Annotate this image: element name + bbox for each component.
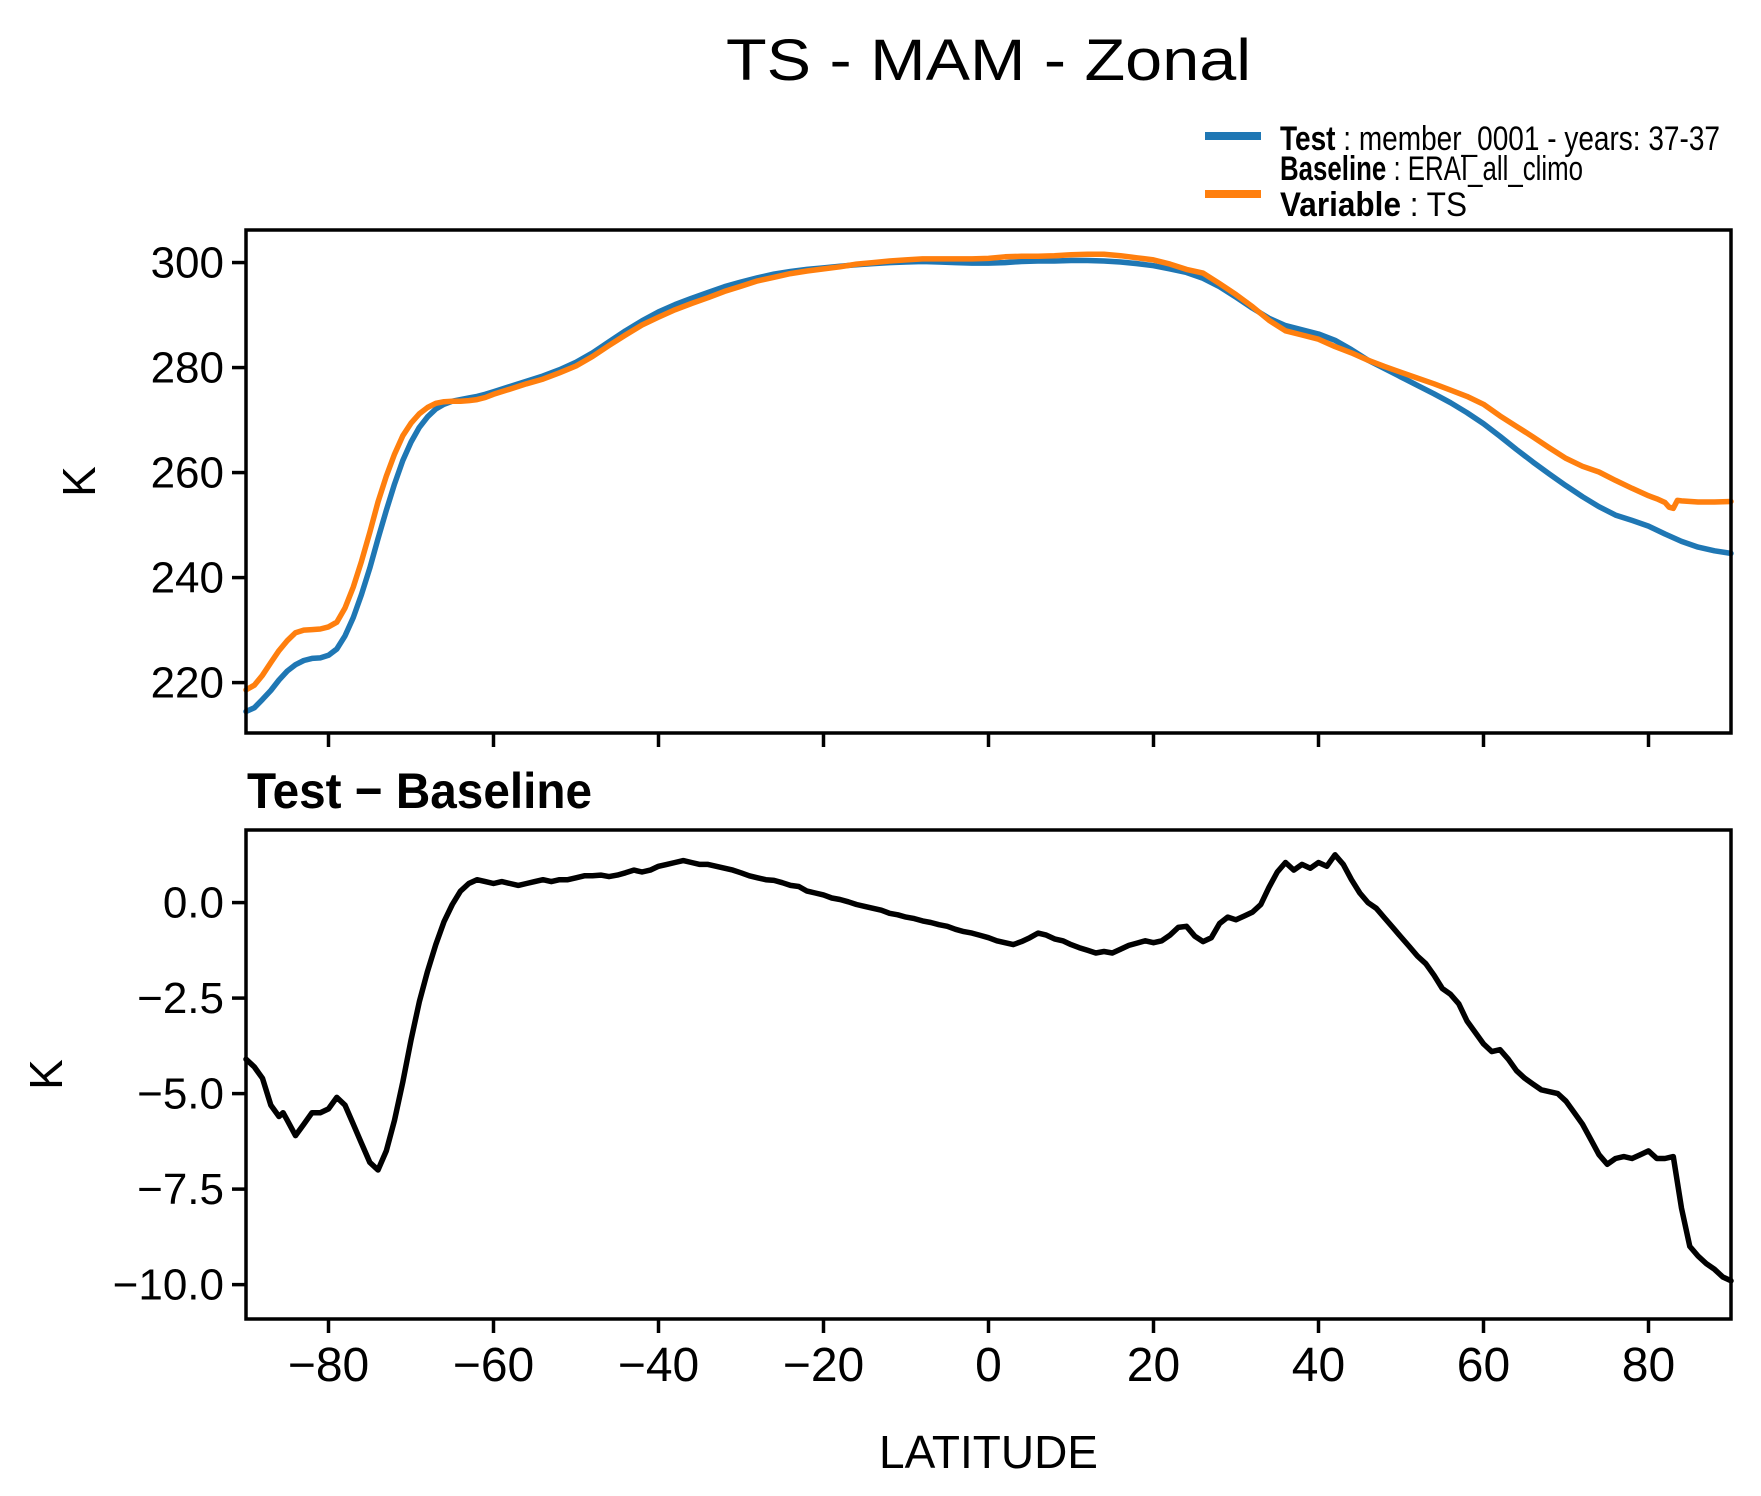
y-tick-label: 260: [151, 449, 224, 498]
legend-term: Variable: [1280, 186, 1401, 224]
y-tick-label: −5.0: [137, 1070, 224, 1119]
zonal-mean-ylabel: K: [53, 466, 105, 497]
legend-entry-variable: Variable : TS: [1280, 186, 1467, 224]
zonal-mean-series-0-line: [243, 257, 1734, 715]
zonal-mean-series-1-line: [243, 251, 1734, 693]
zonal-mean-axes-box: [244, 228, 1733, 735]
difference-axes-box: [244, 828, 1733, 1321]
y-tick-label: 220: [151, 659, 224, 708]
difference-series-0-line: [243, 852, 1734, 1284]
legend-value: : TS: [1401, 186, 1467, 224]
legend-entry-baseline: Baseline : ERAI_all_climo: [1280, 150, 1583, 188]
x-tick-label: 40: [1292, 1339, 1345, 1392]
y-tick-label: 280: [151, 344, 224, 393]
x-tick-label: −40: [618, 1339, 699, 1392]
x-axis-label: LATITUDE: [879, 1426, 1098, 1478]
x-tick-label: 0: [975, 1339, 1002, 1392]
chart-title: TS - MAM - Zonal: [726, 28, 1251, 93]
x-tick-label: −20: [783, 1339, 864, 1392]
legend-value: : ERAI_all_climo: [1386, 150, 1583, 188]
y-tick-label: 0.0: [163, 879, 224, 928]
legend: Test : member_0001 - years: 37-37Baselin…: [1205, 120, 1720, 224]
zonal-mean-panel: 300 280 260 240 220 K: [53, 228, 1734, 747]
y-tick-label: 240: [151, 554, 224, 603]
difference-ylabel: K: [20, 1059, 72, 1090]
legend-value: : member_0001 - years: 37-37: [1336, 120, 1720, 158]
x-tick-label: 60: [1457, 1339, 1510, 1392]
x-tick-label: −60: [453, 1339, 534, 1392]
difference-title: Test − Baseline: [247, 763, 592, 819]
y-tick-label: −7.5: [137, 1165, 224, 1214]
legend-entry-test: Test : member_0001 - years: 37-37: [1280, 120, 1720, 158]
y-tick-label: 300: [151, 239, 224, 288]
y-tick-label: −10.0: [113, 1261, 224, 1310]
y-tick-label: −2.5: [137, 974, 224, 1023]
difference-panel: −80 −60 −40 −20 0 20 40 60 80 0.0 −2.5 −5.0 −7.5 −10.…: [20, 763, 1734, 1392]
x-tick-label: 20: [1127, 1339, 1180, 1392]
x-tick-label: −80: [288, 1339, 369, 1392]
legend-term: Test: [1280, 120, 1336, 158]
legend-term: Baseline: [1280, 150, 1386, 188]
x-tick-label: 80: [1622, 1339, 1675, 1392]
